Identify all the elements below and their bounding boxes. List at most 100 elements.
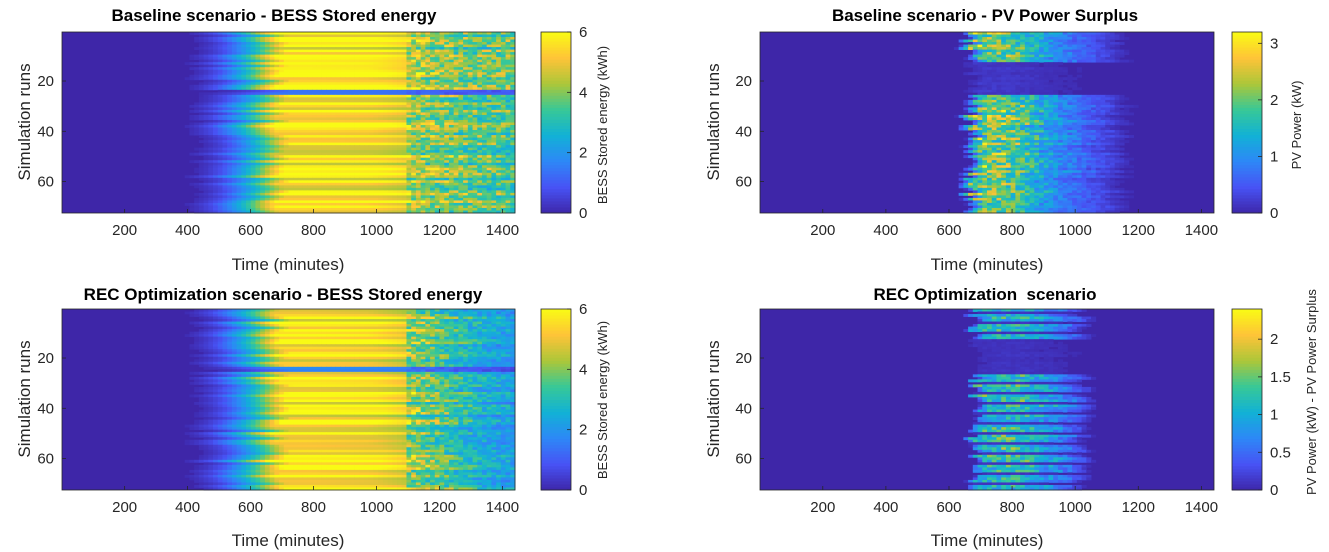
heatmap-cell — [387, 205, 393, 209]
heatmap-cell — [321, 37, 327, 40]
heatmap-cell — [279, 49, 285, 53]
heatmap-cell — [420, 97, 426, 101]
heatmap-cell — [378, 187, 384, 191]
heatmap-cell — [326, 92, 332, 96]
heatmap-cell — [425, 160, 431, 164]
heatmap-cell — [368, 34, 374, 38]
heatmap-cell — [373, 207, 379, 211]
heatmap-cell — [364, 119, 370, 123]
heatmap-cell — [330, 57, 337, 61]
heatmap-cell — [387, 125, 393, 128]
heatmap-cell — [481, 155, 488, 159]
heatmap-cell — [392, 117, 398, 121]
colorbar-segment — [541, 104, 571, 108]
heatmap-cell — [330, 62, 337, 66]
heatmap-cell — [354, 107, 360, 111]
heatmap-cell — [231, 202, 237, 206]
heatmap-cell — [326, 64, 332, 68]
heatmap-cell — [250, 142, 256, 146]
heatmap-cell — [496, 44, 502, 48]
heatmap-cell — [236, 97, 242, 101]
heatmap-cell — [359, 42, 365, 45]
heatmap-cell — [231, 59, 237, 63]
heatmap-cell — [481, 145, 488, 149]
heatmap-cell — [378, 42, 384, 45]
heatmap-cell — [321, 132, 327, 136]
heatmap-cell — [486, 205, 492, 209]
heatmap-cell — [297, 150, 304, 154]
heatmap-cell — [510, 54, 516, 58]
heatmap-cell — [307, 200, 313, 204]
heatmap-cell — [387, 107, 393, 111]
heatmap-cell — [467, 125, 473, 128]
heatmap-cell — [274, 170, 280, 174]
heatmap-cell — [264, 37, 271, 40]
heatmap-cell — [345, 125, 351, 128]
heatmap-cell — [491, 92, 497, 96]
heatmap-cell — [467, 84, 473, 88]
heatmap-cell — [269, 202, 275, 206]
heatmap-cell — [359, 177, 365, 181]
heatmap-cell — [453, 37, 459, 40]
heatmap-cell — [349, 137, 355, 141]
heatmap-cell — [472, 185, 478, 189]
heatmap-cell — [505, 170, 511, 174]
heatmap-cell — [246, 59, 252, 63]
heatmap-cell — [321, 167, 327, 171]
heatmap-cell — [340, 152, 346, 156]
heatmap-cell — [307, 57, 313, 61]
heatmap-cell — [467, 52, 473, 56]
heatmap-cell — [246, 89, 252, 93]
heatmap-cell — [227, 62, 233, 66]
heatmap-cell — [420, 150, 426, 154]
heatmap-cell — [439, 89, 445, 93]
heatmap-cell — [198, 62, 204, 66]
heatmap-cell — [467, 150, 473, 154]
heatmap-cell — [340, 140, 346, 144]
heatmap-cell — [321, 162, 327, 166]
heatmap-cell — [227, 145, 233, 149]
heatmap-cell — [387, 114, 393, 118]
heatmap-cell — [406, 72, 412, 76]
heatmap-cell — [217, 79, 223, 83]
heatmap-cell — [387, 155, 393, 159]
heatmap-cell — [203, 102, 209, 106]
heatmap-cell — [397, 87, 403, 91]
heatmap-cell — [510, 130, 516, 133]
heatmap-cell — [316, 112, 322, 116]
heatmap-cell — [359, 132, 365, 136]
heatmap-cell — [453, 192, 459, 196]
heatmap-cell — [439, 147, 445, 151]
heatmap-cell — [293, 202, 299, 206]
heatmap-cell — [458, 162, 464, 166]
heatmap-cell — [208, 107, 214, 111]
heatmap-cell — [255, 37, 261, 40]
heatmap-cell — [448, 52, 455, 56]
heatmap-cell — [467, 59, 473, 63]
heatmap-cell — [307, 37, 313, 40]
heatmap-cell — [227, 49, 233, 53]
heatmap-cell — [463, 207, 469, 211]
heatmap-cell — [387, 84, 393, 88]
heatmap-cell — [392, 114, 398, 118]
heatmap-cell — [477, 125, 483, 128]
heatmap-cell — [203, 135, 209, 138]
heatmap-cell — [425, 39, 431, 43]
heatmap-cell — [326, 114, 332, 118]
heatmap-cell — [246, 132, 252, 136]
heatmap-cell — [255, 202, 261, 206]
heatmap-cell — [434, 32, 440, 35]
heatmap-cell — [401, 142, 407, 146]
heatmap-cell — [415, 94, 422, 98]
heatmap-cell — [382, 202, 388, 206]
heatmap-cell — [458, 172, 464, 176]
heatmap-cell — [477, 135, 483, 138]
heatmap-cell — [434, 74, 440, 78]
heatmap-cell — [354, 102, 360, 106]
heatmap-cell — [316, 42, 322, 45]
heatmap-cell — [269, 145, 275, 149]
heatmap-cell — [411, 67, 417, 71]
heatmap-cell — [486, 107, 492, 111]
heatmap-cell — [382, 79, 388, 83]
heatmap-cell — [364, 32, 370, 35]
